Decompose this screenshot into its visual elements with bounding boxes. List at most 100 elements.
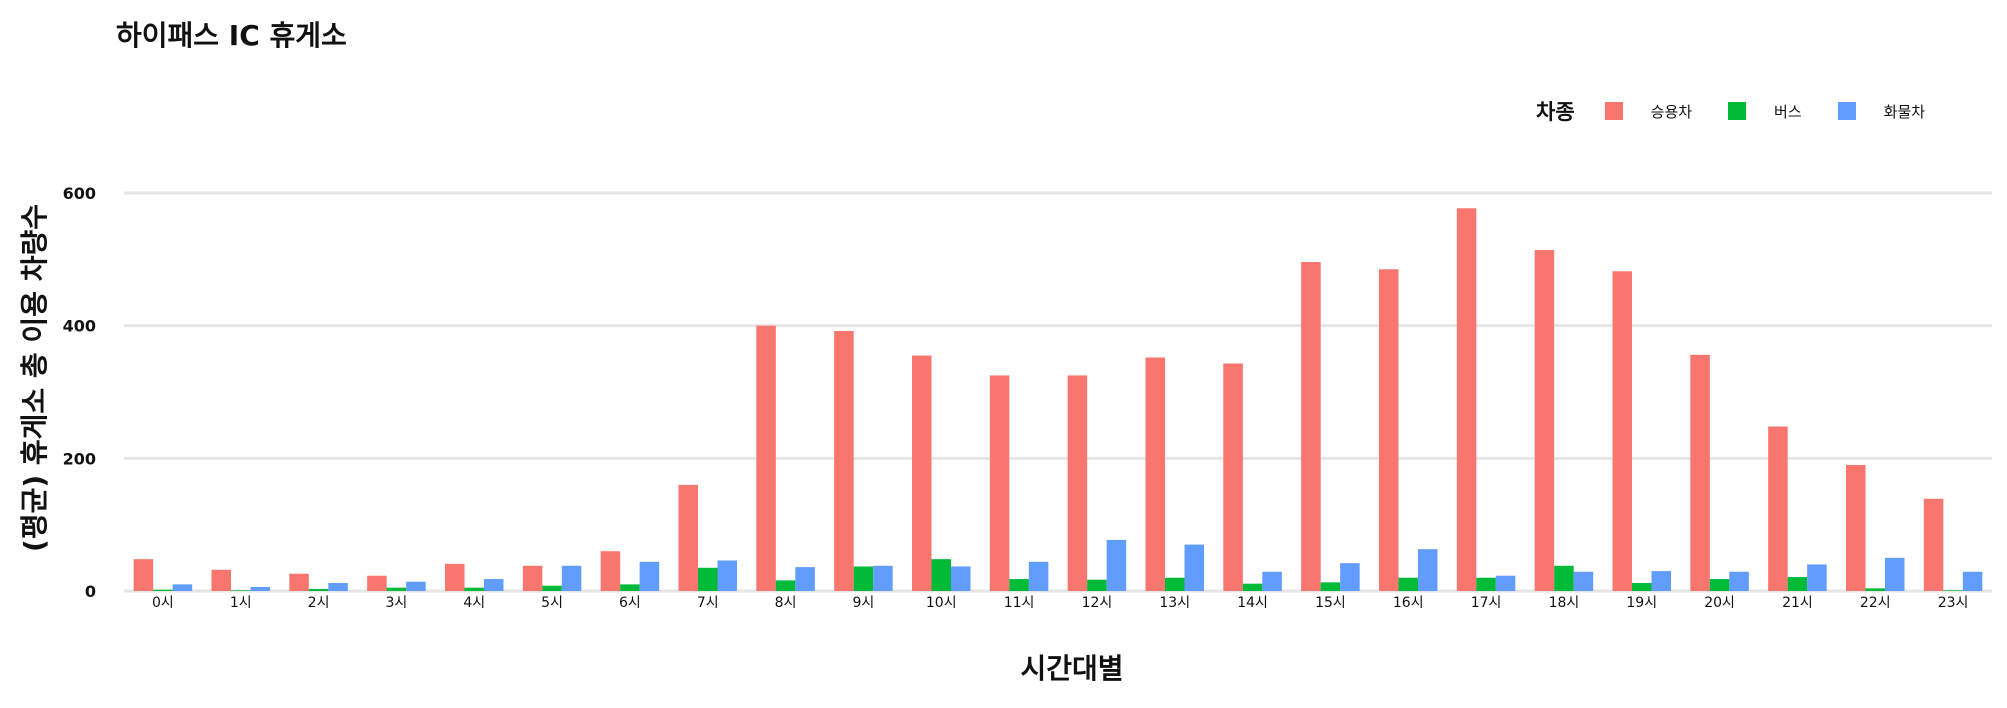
bar-sedan-17 [1456,208,1477,591]
bar-sedan-3 [367,575,387,591]
bar-sedan-12 [1067,375,1088,591]
bar-sedan-15 [1301,261,1321,591]
bar-bus-15 [1320,582,1341,591]
bar-truck-2 [328,583,348,591]
bar-truck-5 [561,565,582,591]
legend-item-sedan: 승용차 [1604,101,1693,122]
legend: 차종 승용차 버스 화물차 [1536,96,1961,126]
bar-truck-12 [1106,539,1127,591]
x-tick-label: 3시 [386,595,408,611]
bar-truck-7 [717,560,737,591]
bar-truck-23 [1962,571,1983,591]
legend-label-bus: 버스 [1774,102,1802,121]
bar-bus-2 [308,589,329,591]
x-tick-label: 20시 [1704,595,1735,611]
y-tick-label: 200 [63,449,96,468]
bar-sedan-4 [445,563,465,591]
bar-bus-7 [698,567,718,591]
bar-sedan-18 [1534,250,1555,592]
legend-title: 차종 [1536,100,1575,124]
bar-sedan-1 [211,569,231,591]
y-tick-label: 600 [63,184,96,203]
bar-bus-12 [1087,579,1107,591]
bar-sedan-13 [1145,357,1165,591]
bar-truck-15 [1340,563,1360,591]
bar-bus-8 [775,580,796,591]
bar-sedan-16 [1379,269,1399,591]
bar-bus-6 [620,584,640,591]
bar-bus-3 [386,587,407,591]
chart-title: 하이패스 IC 휴게소 [116,19,347,52]
bar-truck-1 [250,587,270,591]
x-tick-label: 10시 [926,595,957,611]
x-tick-label: 18시 [1549,595,1580,611]
bar-sedan-2 [289,573,309,591]
x-tick-label: 17시 [1471,595,1502,611]
bar-bus-21 [1787,577,1808,591]
bar-bus-18 [1554,565,1574,591]
bar-bus-10 [931,559,951,591]
x-tick-label: 2시 [308,595,330,611]
bar-sedan-7 [678,484,698,591]
bar-sedan-8 [756,325,776,591]
bar-truck-18 [1573,571,1594,591]
bar-truck-11 [1028,561,1049,591]
bar-bus-23 [1943,590,1963,591]
x-tick-label: 21시 [1782,595,1813,611]
grid-lines [124,191,1992,593]
x-tick-label: 6시 [619,595,641,611]
bar-bus-4 [464,587,484,591]
x-tick-label: 5시 [541,595,563,611]
x-tick-label: 15시 [1315,595,1346,611]
legend-item-truck: 화물차 [1837,101,1926,122]
bar-sedan-14 [1223,363,1243,591]
bar-truck-22 [1885,557,1905,591]
legend-label-truck: 화물차 [1883,102,1926,121]
bar-sedan-20 [1690,354,1710,591]
bar-bus-17 [1476,577,1496,591]
y-axis-title: (평균) 휴게소 총 이용 차량수 [18,204,51,552]
x-tick-label: 12시 [1082,595,1113,611]
bar-sedan-21 [1768,426,1788,591]
bar-sedan-9 [834,330,854,591]
bar-bus-1 [231,590,251,591]
bar-truck-20 [1729,571,1749,591]
legend-item-bus: 버스 [1728,101,1802,122]
x-tick-label: 7시 [697,595,719,611]
bar-bus-16 [1398,577,1418,591]
bar-truck-4 [484,579,504,591]
x-axis-title: 시간대별 [1020,652,1123,685]
x-tick-label: 11시 [1004,595,1035,611]
x-tick-label: 16시 [1393,595,1424,611]
bar-sedan-6 [600,551,621,591]
x-tick-label: 19시 [1626,595,1657,611]
bar-truck-19 [1651,571,1671,591]
x-tick-label: 22시 [1860,595,1891,611]
x-tick-label: 23시 [1938,595,1969,611]
bar-truck-3 [406,581,426,591]
bar-sedan-22 [1846,464,1866,591]
y-tick-label: 0 [85,582,96,601]
bar-bus-13 [1165,577,1185,591]
legend-swatch-truck [1837,102,1856,120]
bar-bus-5 [542,585,562,591]
bar-truck-0 [172,584,193,591]
bar-truck-13 [1184,544,1204,591]
bar-truck-17 [1495,575,1516,591]
bar-bus-22 [1865,588,1885,591]
legend-swatch-sedan [1604,102,1623,120]
x-tick-label: 0시 [152,595,174,611]
bar-truck-16 [1418,549,1438,591]
x-tick-label: 1시 [230,595,252,611]
legend-label-sedan: 승용차 [1650,102,1693,121]
x-tick-label: 4시 [463,595,485,611]
x-tick-label: 14시 [1237,595,1268,611]
x-tick-label: 9시 [853,595,875,611]
legend-swatch-bus [1728,102,1747,120]
bar-bus-19 [1632,583,1652,591]
x-tick-label: 8시 [775,595,797,611]
bar-bus-11 [1009,579,1029,591]
bar-bus-20 [1709,579,1730,591]
bar-bus-0 [153,589,173,591]
